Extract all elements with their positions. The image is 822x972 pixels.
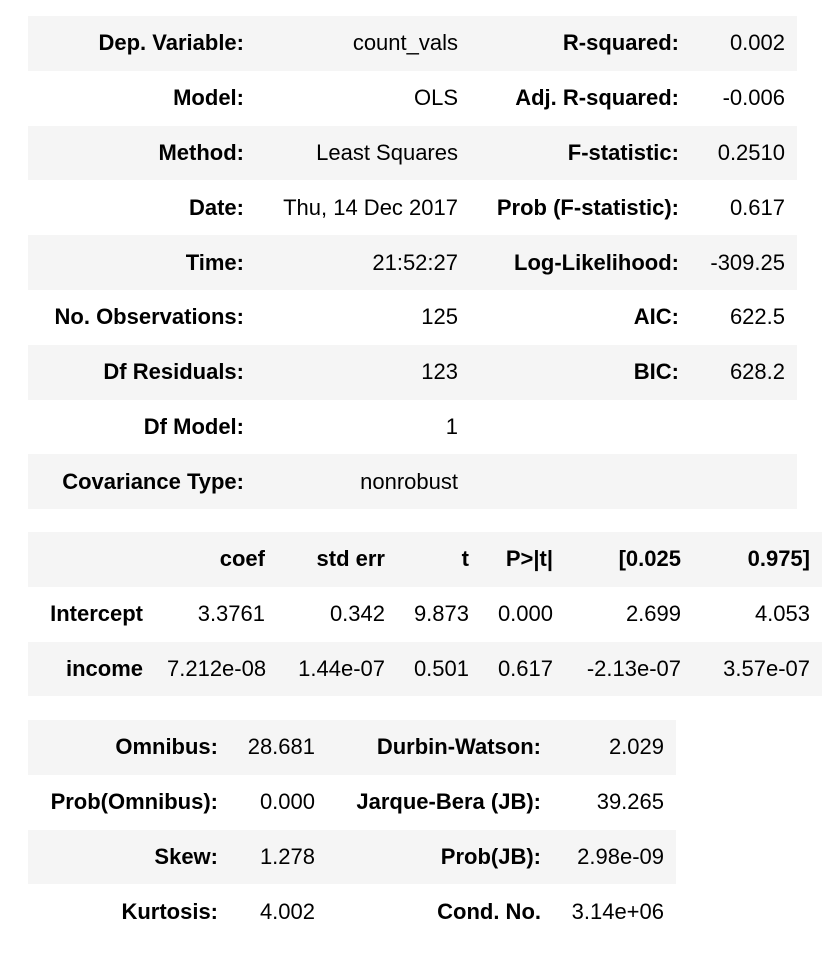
coef-header: 0.975] <box>693 532 822 587</box>
summary-label: Df Residuals: <box>28 344 256 400</box>
coef-header: P>|t| <box>481 532 565 587</box>
summary-row: Date: Thu, 14 Dec 2017 Prob (F-statistic… <box>28 180 797 235</box>
std-err-value: 1.44e-07 <box>277 641 397 697</box>
coef-header <box>28 532 155 587</box>
coef-header: t <box>397 532 481 587</box>
diagnostics-label: Durbin-Watson: <box>327 720 553 775</box>
diagnostics-table: Omnibus: 28.681 Durbin-Watson: 2.029 Pro… <box>28 720 676 939</box>
coef-variable-name: Intercept <box>50 601 143 627</box>
summary-row: Df Residuals: 123 BIC: 628.2 <box>28 344 797 400</box>
diagnostics-value: 3.14e+06 <box>571 898 664 924</box>
diagnostics-value: 1.278 <box>230 829 327 885</box>
summary-label: Method: <box>28 125 256 181</box>
summary-label <box>470 400 691 455</box>
summary-value: 0.2510 <box>691 125 797 181</box>
t-value: 0.501 <box>397 641 481 697</box>
summary-value: Least Squares <box>256 125 470 181</box>
coef-header: [0.025 <box>565 532 693 587</box>
summary-value: 21:52:27 <box>256 235 470 290</box>
diagnostics-row: Omnibus: 28.681 Durbin-Watson: 2.029 <box>28 720 676 775</box>
diagnostics-value: 4.002 <box>259 898 315 924</box>
summary-label: AIC: <box>633 304 679 330</box>
diagnostics-label: Cond. No. <box>437 898 541 924</box>
summary-value: 622.5 <box>729 304 785 330</box>
summary-label <box>470 454 691 510</box>
summary-value: 628.2 <box>691 344 797 400</box>
ci-low-value: 2.699 <box>625 601 681 627</box>
summary-value: OLS <box>413 85 458 111</box>
model-summary-table: Dep. Variable: count_vals R-squared: 0.0… <box>28 16 797 510</box>
summary-row: Dep. Variable: count_vals R-squared: 0.0… <box>28 16 797 71</box>
diagnostics-row: Prob(Omnibus): 0.000 Jarque-Bera (JB): 3… <box>28 775 676 830</box>
diagnostics-value: 2.029 <box>553 720 676 775</box>
summary-label: Model: <box>173 85 244 111</box>
coefficients-table: coef std err t P>|t| [0.025 0.975] Inter… <box>28 532 822 697</box>
diagnostics-label: Skew: <box>28 829 230 885</box>
summary-row: Covariance Type: nonrobust <box>28 454 797 510</box>
summary-value <box>691 454 797 510</box>
diagnostics-label: Prob(Omnibus): <box>50 789 218 815</box>
diagnostics-value: 0.000 <box>259 789 315 815</box>
summary-row: Time: 21:52:27 Log-Likelihood: -309.25 <box>28 235 797 290</box>
summary-label: Covariance Type: <box>28 454 256 510</box>
summary-label: R-squared: <box>470 16 691 71</box>
summary-row: Model: OLS Adj. R-squared: -0.006 <box>28 71 797 126</box>
coef-variable-name: income <box>28 641 155 697</box>
summary-row: Df Model: 1 <box>28 400 797 455</box>
summary-value: 125 <box>421 304 458 330</box>
summary-value: -0.006 <box>722 85 785 111</box>
ci-high-value: 4.053 <box>754 601 810 627</box>
summary-label: Df Model: <box>143 413 244 439</box>
summary-label: No. Observations: <box>54 304 244 330</box>
diagnostics-label: Prob(JB): <box>327 829 553 885</box>
coef-value: 7.212e-08 <box>155 641 277 697</box>
p-value: 0.000 <box>497 601 553 627</box>
summary-label: Time: <box>28 235 256 290</box>
coef-row: Intercept 3.3761 0.342 9.873 0.000 2.699… <box>28 587 822 642</box>
summary-label: Log-Likelihood: <box>470 235 691 290</box>
summary-row: Method: Least Squares F-statistic: 0.251… <box>28 125 797 181</box>
ci-high-value: 3.57e-07 <box>693 641 822 697</box>
summary-value: 0.617 <box>729 194 785 220</box>
summary-row: No. Observations: 125 AIC: 622.5 <box>28 290 797 345</box>
t-value: 9.873 <box>413 601 469 627</box>
summary-value: Thu, 14 Dec 2017 <box>283 194 458 220</box>
std-err-value: 0.342 <box>329 601 385 627</box>
summary-value <box>691 400 797 455</box>
diagnostics-value: 2.98e-09 <box>553 829 676 885</box>
summary-value: 0.002 <box>691 16 797 71</box>
ci-low-value: -2.13e-07 <box>565 641 693 697</box>
summary-value: -309.25 <box>691 235 797 290</box>
coef-header: std err <box>277 532 397 587</box>
summary-value: 1 <box>445 413 458 439</box>
summary-label: BIC: <box>470 344 691 400</box>
diagnostics-row: Kurtosis: 4.002 Cond. No. 3.14e+06 <box>28 884 676 939</box>
coef-header: coef <box>155 532 277 587</box>
diagnostics-value: 28.681 <box>230 720 327 775</box>
coef-header-row: coef std err t P>|t| [0.025 0.975] <box>28 532 822 587</box>
coef-row: income 7.212e-08 1.44e-07 0.501 0.617 -2… <box>28 641 822 697</box>
diagnostics-label: Kurtosis: <box>121 898 218 924</box>
summary-label: Date: <box>188 194 244 220</box>
diagnostics-label: Jarque-Bera (JB): <box>356 789 541 815</box>
summary-label: Adj. R-squared: <box>515 85 679 111</box>
summary-label: F-statistic: <box>470 125 691 181</box>
diagnostics-value: 39.265 <box>596 789 664 815</box>
diagnostics-label: Omnibus: <box>28 720 230 775</box>
p-value: 0.617 <box>481 641 565 697</box>
diagnostics-row: Skew: 1.278 Prob(JB): 2.98e-09 <box>28 829 676 885</box>
summary-label: Prob (F-statistic): <box>496 194 679 220</box>
coef-value: 3.3761 <box>197 601 265 627</box>
summary-value: nonrobust <box>256 454 470 510</box>
summary-label: Dep. Variable: <box>28 16 256 71</box>
summary-value: 123 <box>256 344 470 400</box>
summary-value: count_vals <box>256 16 470 71</box>
